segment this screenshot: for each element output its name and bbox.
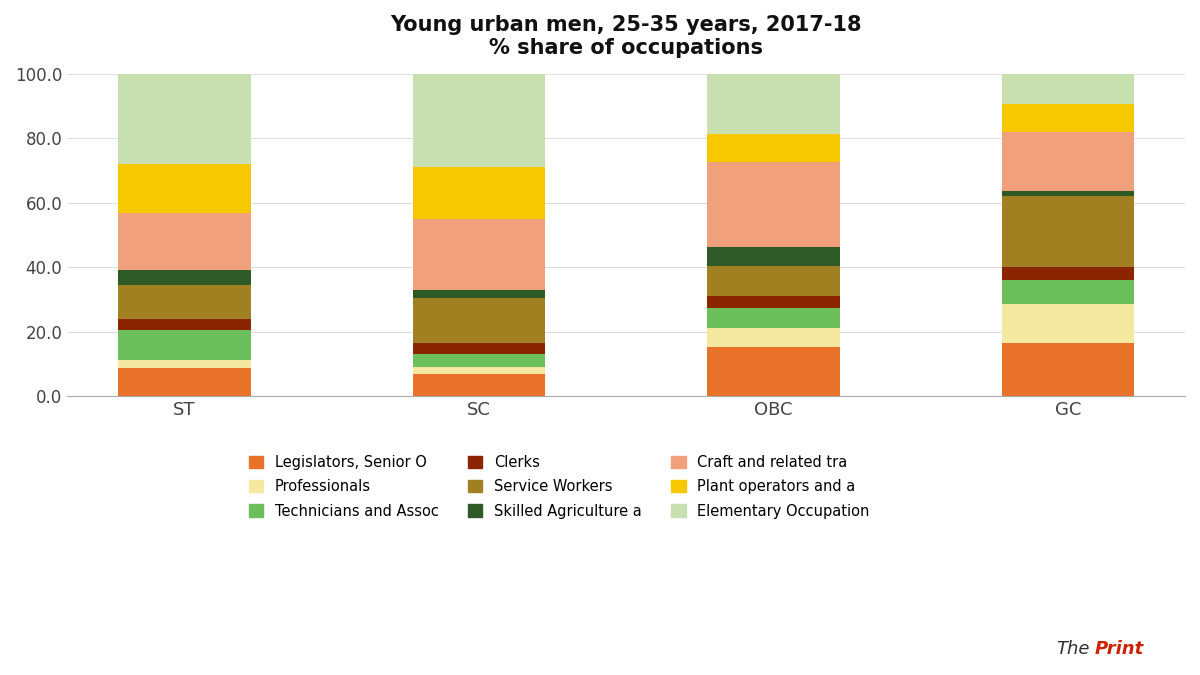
Bar [118,270,251,285]
Bar [118,368,251,396]
Bar [707,74,840,134]
Bar [707,134,840,162]
Bar [118,285,251,319]
Text: The: The [1056,640,1090,658]
Bar [118,74,251,164]
Bar [413,219,545,290]
Bar [1002,196,1134,267]
Bar [1002,280,1134,304]
Bar [707,266,840,296]
Bar [118,360,251,368]
Bar [1002,105,1134,132]
Bar [118,330,251,360]
Bar [707,308,840,328]
Bar [413,74,545,167]
Bar [118,319,251,330]
Title: Young urban men, 25-35 years, 2017-18
% share of occupations: Young urban men, 25-35 years, 2017-18 % … [390,15,862,58]
Legend: Legislators, Senior O, Professionals, Technicians and Assoc, Clerks, Service Wor: Legislators, Senior O, Professionals, Te… [242,449,876,524]
Bar [707,296,840,308]
Bar [707,247,840,266]
Bar [1002,132,1134,192]
Bar [1002,267,1134,280]
Bar [413,343,545,354]
Bar [118,164,251,213]
Bar [413,367,545,374]
Bar [707,162,840,247]
Bar [707,328,840,347]
Text: Print: Print [1094,640,1144,658]
Bar [413,167,545,219]
Bar [413,290,545,298]
Bar [1002,192,1134,196]
Bar [1002,304,1134,343]
Bar [1002,74,1134,105]
Bar [1002,343,1134,396]
Bar [413,354,545,367]
Bar [413,298,545,343]
Bar [118,213,251,270]
Bar [413,374,545,396]
Bar [707,347,840,396]
